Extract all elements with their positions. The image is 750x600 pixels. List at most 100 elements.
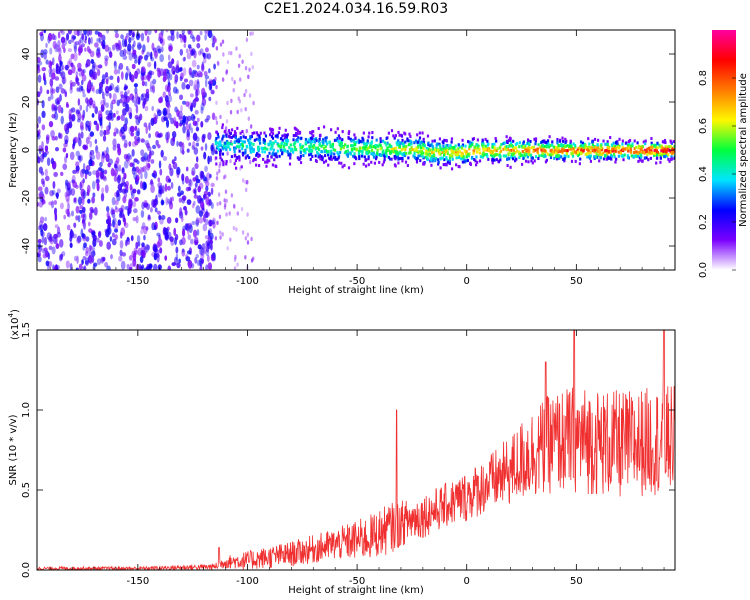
spectrogram-band-cell bbox=[488, 147, 491, 151]
spectrogram-band-cell bbox=[500, 143, 503, 147]
spectrogram-band-cell bbox=[553, 150, 556, 154]
spectrogram-noise-cell bbox=[114, 200, 119, 206]
spectrogram-band-cell bbox=[345, 150, 348, 154]
spectrogram-noise-cell bbox=[37, 74, 42, 83]
spectrogram-band-cell bbox=[355, 148, 358, 152]
spectrogram-band-cell bbox=[637, 146, 640, 150]
spectrogram-noise-cell bbox=[249, 159, 252, 165]
spectrogram-noise-cell bbox=[250, 51, 253, 57]
spectrogram-noise-cell bbox=[188, 79, 194, 87]
spectrogram-band-cell bbox=[637, 151, 640, 155]
spectrogram-band-cell bbox=[431, 154, 434, 158]
spectrogram-band-cell bbox=[578, 162, 581, 166]
spectrogram-noise-cell bbox=[195, 253, 199, 259]
spectrogram-noise-cell bbox=[114, 86, 119, 93]
spectrogram-band-cell bbox=[613, 147, 616, 151]
spectrogram-band-cell bbox=[495, 148, 498, 152]
spectrogram-noise-cell bbox=[194, 256, 198, 264]
spectrogram-band-cell bbox=[545, 143, 548, 147]
spectrogram-band-cell bbox=[579, 157, 582, 161]
spectrogram-band-cell bbox=[340, 140, 343, 144]
spectrogram-band-cell bbox=[618, 144, 621, 148]
spectrogram-noise-cell bbox=[158, 132, 163, 138]
spectrogram-noise-cell bbox=[75, 205, 80, 214]
x-tick-label: 0 bbox=[464, 276, 470, 287]
spectrogram-noise-cell bbox=[76, 236, 81, 244]
spectrogram-band-cell bbox=[255, 163, 258, 167]
spectrogram-band-cell bbox=[392, 147, 395, 151]
spectrogram-band-cell bbox=[271, 153, 274, 157]
spectrogram-band-cell bbox=[288, 153, 291, 157]
spectrogram-band-cell bbox=[649, 156, 652, 160]
spectrogram-noise-cell bbox=[204, 177, 208, 182]
spectrogram-band-cell bbox=[653, 153, 656, 157]
spectrogram-band-cell bbox=[643, 156, 647, 160]
spectrogram-band-cell bbox=[615, 157, 618, 161]
spectrogram-band-cell bbox=[493, 148, 496, 152]
spectrogram-band-cell bbox=[322, 146, 326, 150]
spectrogram-band-cell bbox=[265, 164, 268, 168]
spectrogram-band-cell bbox=[526, 155, 529, 159]
spectrogram-noise-cell bbox=[203, 70, 208, 77]
spectrogram-band-cell bbox=[227, 142, 231, 146]
spectrogram-noise-cell bbox=[149, 206, 153, 213]
spectrogram-band-cell bbox=[346, 145, 349, 149]
spectrogram-noise-cell bbox=[218, 214, 222, 220]
spectrogram-noise-cell bbox=[84, 173, 88, 180]
spectrogram-band-cell bbox=[342, 146, 346, 150]
spectrogram-noise-cell bbox=[50, 129, 55, 138]
spectrogram-band-cell bbox=[446, 148, 449, 152]
spectrogram-noise-cell bbox=[80, 79, 84, 86]
spectrogram-noise-cell bbox=[160, 149, 164, 158]
spectrogram-band-cell bbox=[283, 142, 286, 146]
spectrogram-band-cell bbox=[478, 159, 482, 163]
spectrogram-band-cell bbox=[263, 150, 267, 154]
spectrogram-band-cell bbox=[568, 147, 571, 151]
spectrogram-noise-cell bbox=[199, 48, 204, 55]
spectrogram-band-cell bbox=[620, 148, 623, 152]
spectrogram-band-cell bbox=[374, 157, 378, 161]
spectrogram-band-cell bbox=[257, 147, 260, 151]
spectrogram-noise-cell bbox=[211, 253, 215, 262]
spectrogram-noise-cell bbox=[235, 46, 238, 51]
spectrogram-band-cell bbox=[544, 154, 547, 158]
spectrogram-band-cell bbox=[442, 141, 445, 145]
spectrogram-band-cell bbox=[336, 157, 339, 161]
spectrogram-noise-cell bbox=[233, 266, 237, 270]
y-tick-label: 0.5 bbox=[21, 482, 32, 498]
spectrogram-noise-cell bbox=[47, 252, 51, 260]
spectrogram-x-axis-label: Height of straight line (km) bbox=[288, 285, 424, 296]
spectrogram-noise-cell bbox=[182, 67, 187, 76]
spectrogram-noise-cell bbox=[121, 166, 125, 173]
spectrogram-noise-cell bbox=[186, 250, 192, 255]
spectrogram-noise-cell bbox=[120, 126, 125, 135]
spectrogram-band-cell bbox=[371, 131, 374, 135]
spectrogram-noise-cell bbox=[80, 228, 84, 238]
spectrogram-band-cell bbox=[486, 139, 489, 143]
spectrogram-noise-cell bbox=[236, 109, 239, 115]
spectrogram-noise-cell bbox=[82, 93, 86, 98]
spectrogram-noise-cell bbox=[192, 36, 196, 43]
spectrogram-noise-cell bbox=[37, 64, 40, 69]
spectrogram-band-cell bbox=[355, 140, 358, 144]
spectrogram-band-cell bbox=[269, 133, 272, 137]
spectrogram-noise-cell bbox=[82, 190, 87, 199]
spectrogram-noise-cell bbox=[169, 167, 174, 177]
spectrogram-noise-cell bbox=[59, 93, 62, 102]
spectrogram-noise-cell bbox=[181, 228, 186, 237]
spectrogram-noise-cell bbox=[133, 158, 138, 163]
spectrogram-band-cell bbox=[300, 146, 304, 150]
spectrogram-noise-cell bbox=[91, 196, 96, 204]
spectrogram-band-cell bbox=[640, 153, 643, 157]
spectrogram-band-cell bbox=[437, 160, 440, 164]
spectrogram-band-cell bbox=[614, 141, 618, 145]
spectrogram-band-cell bbox=[547, 142, 550, 146]
spectrogram-noise-cell bbox=[200, 106, 204, 115]
spectrogram-band-cell bbox=[433, 154, 436, 158]
spectrogram-noise-cell bbox=[179, 119, 184, 125]
spectrogram-band-cell bbox=[442, 147, 445, 151]
spectrogram-band-cell bbox=[672, 140, 675, 144]
spectrogram-band-cell bbox=[589, 154, 593, 158]
spectrogram-band-cell bbox=[495, 139, 498, 143]
spectrogram-band-cell bbox=[394, 157, 397, 161]
